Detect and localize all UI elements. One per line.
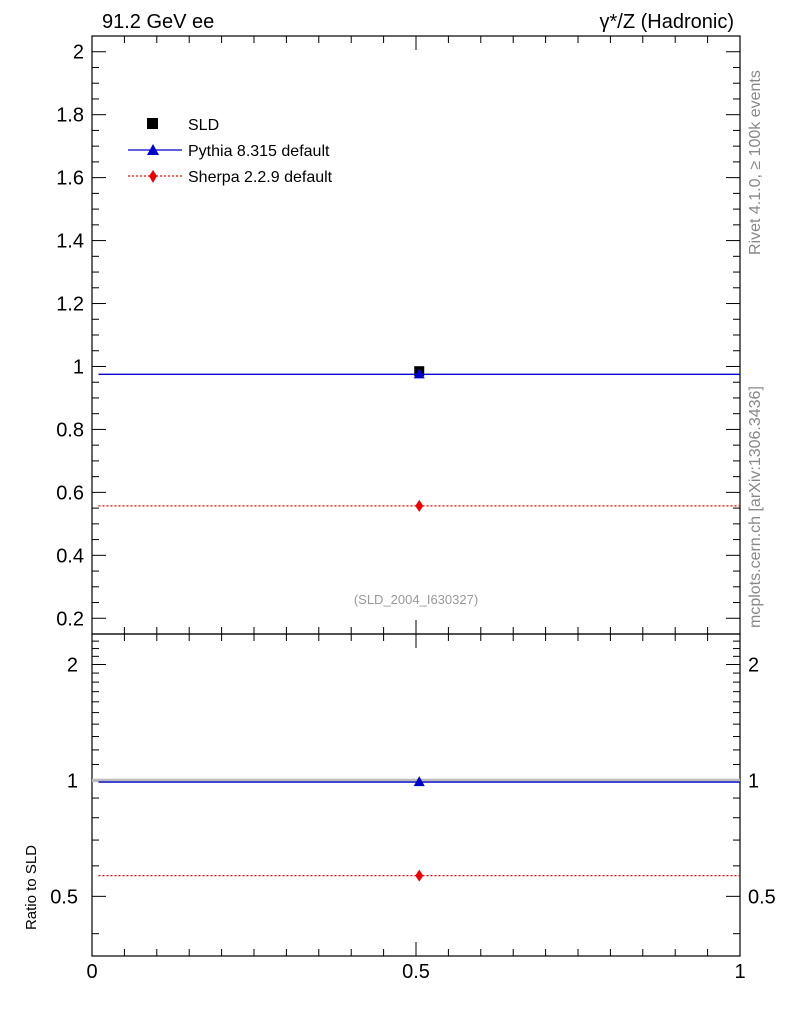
x-tick-label: 1 (734, 961, 745, 983)
y-tick-label: 1.2 (56, 294, 84, 316)
y-tick-label: 1.4 (56, 231, 84, 253)
main-pythia-point (413, 368, 425, 379)
main-y-axis: 0.2 0.4 0.6 0.8 1 1.2 1.4 1.6 1.8 2 (56, 35, 740, 635)
chart-title-right: γ*/Z (Hadronic) (600, 11, 734, 33)
ratio-y-axis-label: Ratio to SLD (23, 845, 40, 930)
x-axis: 0 0.5 1 (86, 36, 746, 983)
ratio-y-tick-label-right: 1 (748, 770, 759, 792)
y-tick-label: 1 (73, 356, 84, 378)
ratio-sld-band (92, 778, 740, 783)
y-tick-label: 2 (73, 42, 84, 64)
ratio-y-tick-label-left: 0.5 (50, 886, 78, 908)
ratio-y-tick-label-right: 2 (748, 654, 759, 676)
y-tick-label: 0.2 (56, 608, 84, 630)
legend-pythia-label: Pythia 8.315 default (188, 143, 330, 160)
y-tick-label: 0.4 (56, 545, 84, 567)
legend-sherpa-label: Sherpa 2.2.9 default (188, 169, 333, 186)
legend-pythia-marker (147, 144, 159, 155)
ratio-pythia-point (413, 776, 425, 787)
data-marks (92, 366, 740, 882)
ratio-y-axis: 0.5 0.5 1 1 2 2 (50, 633, 776, 935)
chart-title-left: 91.2 GeV ee (102, 11, 214, 33)
y-tick-label: 1.6 (56, 168, 84, 190)
ratio-y-tick-label-right: 0.5 (748, 886, 776, 908)
ratio-plot-frame (91, 633, 741, 957)
analysis-id-annotation: (SLD_2004_I630327) (354, 592, 478, 607)
main-sherpa-point (415, 499, 424, 512)
y-tick-label: 0.8 (56, 419, 84, 441)
y-tick-label: 0.6 (56, 482, 84, 504)
y-tick-label: 1.8 (56, 105, 84, 127)
ratio-y-tick-label-left: 1 (67, 770, 78, 792)
legend-sherpa-marker (149, 170, 157, 183)
x-tick-label: 0 (86, 961, 97, 983)
ratio-sherpa-point (415, 869, 424, 882)
rivet-version-label: Rivet 4.1.0, ≥ 100k events (747, 70, 764, 255)
legend-sld-label: SLD (188, 117, 219, 134)
mcplots-label: mcplots.cern.ch [arXiv:1306.3436] (747, 386, 764, 628)
legend: SLD Pythia 8.315 default Sherpa 2.2.9 de… (128, 117, 333, 186)
ratio-y-tick-label-left: 2 (67, 654, 78, 676)
legend-sld-marker (147, 118, 158, 129)
x-tick-label: 0.5 (402, 961, 430, 983)
